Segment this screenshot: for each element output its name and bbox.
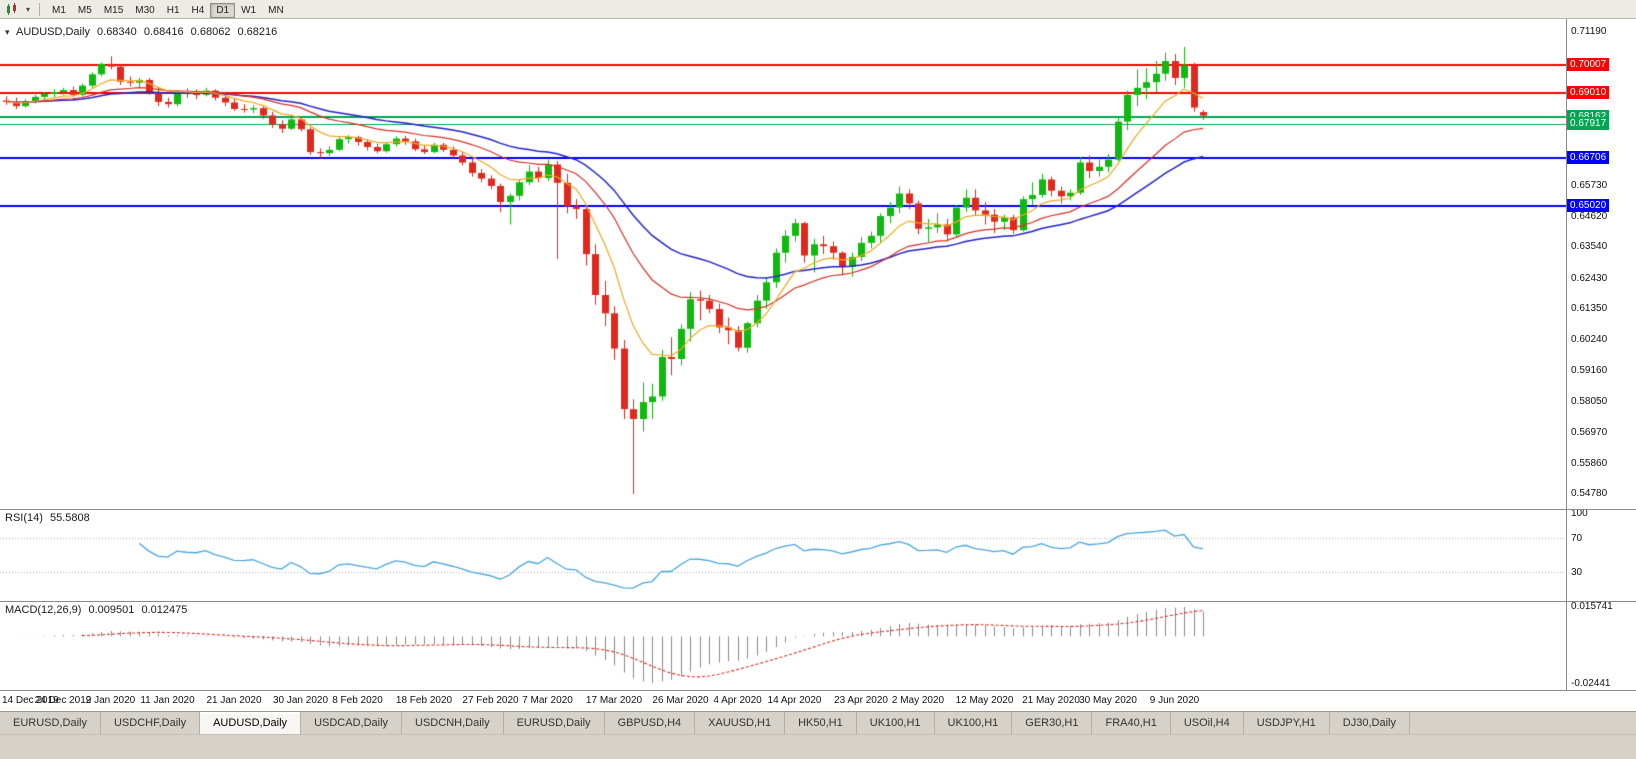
date-tick-label: 7 Mar 2020 [522,695,573,706]
date-tick-label: 9 Jun 2020 [1149,695,1200,706]
timeframe-button-H1[interactable]: H1 [161,3,186,18]
price-tick-label: 0.56970 [1571,427,1608,438]
date-tick-label: 30 Jan 2020 [272,695,329,706]
price-tick-label: 0.71190 [1571,26,1607,37]
price-level-label: 0.69010 [1567,86,1610,99]
ohlc-high: 0.68416 [143,26,184,38]
timeframe-buttons: M1 M5 M15 M30 H1 H4 D1 W1 MN [46,0,290,18]
pane-separator-bottom [0,690,1636,691]
chart-area: 0.71190 0.65730 0.64620 0.63540 0.62430 0.613… [0,19,1636,711]
ohlc-close: 0.68216 [237,26,278,38]
date-tick-label: 2 May 2020 [891,695,945,706]
price-tick-label: 0.59160 [1571,365,1608,376]
chart-type-icon[interactable] [3,2,21,17]
axis-divider [1566,19,1567,691]
date-tick-label: 17 Mar 2020 [585,695,643,706]
price-tick-label: 0.62430 [1571,273,1608,284]
toolbar-separator [39,2,40,16]
date-tick-label: 30 May 2020 [1079,695,1137,706]
date-tick-label: 14 Apr 2020 [767,695,822,706]
price-axis[interactable]: 0.71190 0.65730 0.64620 0.63540 0.62430 0.613… [1567,19,1636,691]
chart-tab-GER30-H1[interactable]: GER30,H1 [1012,712,1093,734]
pane-separator-macd[interactable] [0,601,1636,602]
chart-tab-EURUSD-Daily[interactable]: EURUSD,Daily [0,712,101,734]
date-tick-label: 27 Feb 2020 [462,695,519,706]
candlestick-glyph [7,2,16,15]
timeframe-button-M15[interactable]: M15 [98,3,129,18]
timeframe-button-H4[interactable]: H4 [186,3,211,18]
price-level-label: 0.67917 [1567,117,1610,130]
chart-tab-USOil-H4[interactable]: USOil,H4 [1170,712,1244,734]
price-tick-label: 0.54780 [1571,488,1608,499]
macd-signal-value: 0.012475 [141,604,188,616]
date-tick-label: 26 Mar 2020 [652,695,709,706]
timeframe-button-M1[interactable]: M1 [46,3,72,18]
chart-tab-USDCNH-Daily[interactable]: USDCNH,Daily [402,712,504,734]
ohlc-open: 0.68340 [97,26,137,38]
price-tick-label: 0.60240 [1571,334,1608,345]
rsi-name: RSI(14) [5,512,43,524]
price-tick-label: 0.63540 [1571,241,1608,252]
timeframe-button-D1[interactable]: D1 [210,3,236,18]
chart-type-dropdown-icon[interactable]: ▾ [25,4,30,14]
price-tick-label: 0.61350 [1571,303,1608,314]
pane-separator-rsi[interactable] [0,509,1636,510]
chart-tab-DJ30-Daily[interactable]: DJ30,Daily [1329,712,1410,734]
rsi-tick-label: 100 [1571,508,1588,519]
chart-tab-XAUUSD-H1[interactable]: XAUUSD,H1 [695,712,786,734]
chart-tab-EURUSD-Daily[interactable]: EURUSD,Daily [503,712,605,734]
price-level-label: 0.66706 [1567,151,1610,164]
date-tick-label: 2 Jan 2020 [85,695,136,706]
date-tick-label: 12 May 2020 [955,695,1014,706]
price-chart-canvas[interactable] [0,19,1566,691]
date-tick-label: 21 Jan 2020 [206,695,262,706]
price-tick-label: 0.55860 [1571,458,1608,469]
timeframe-button-MN[interactable]: MN [262,3,290,18]
timeframe-toolbar: ▾ M1 M5 M15 M30 H1 H4 D1 W1 MN [0,0,1636,19]
ohlc-low: 0.68062 [190,26,231,38]
date-tick-label: 4 Apr 2020 [713,695,762,706]
date-tick-label: 18 Feb 2020 [395,695,453,706]
timeframe-button-W1[interactable]: W1 [235,3,262,18]
date-tick-label: 11 Jan 2020 [140,695,195,706]
rsi-tick-label: 30 [1571,567,1583,578]
chart-tab-UK100-H1[interactable]: UK100,H1 [856,712,935,734]
chart-tab-FRA40-H1[interactable]: FRA40,H1 [1092,712,1171,734]
price-level-label: 0.65020 [1567,199,1610,212]
price-tick-label: 0.65730 [1571,180,1608,191]
macd-main-value: 0.009501 [88,604,135,616]
status-strip [0,734,1636,759]
rsi-tick-label: 70 [1571,533,1583,544]
date-tick-label: 23 Apr 2020 [834,695,888,706]
chart-tab-AUDUSD-Daily[interactable]: AUDUSD,Daily [200,712,302,734]
chart-tab-USDCAD-Daily[interactable]: USDCAD,Daily [301,712,403,734]
macd-axis-max-label: 0.015741 [1571,601,1613,612]
timeframe-button-M5[interactable]: M5 [72,3,98,18]
macd-axis-min-label: -0.02441 [1571,678,1611,689]
macd-pane-label: MACD(12,26,9) 0.009501 0.012475 [5,604,191,616]
price-tick-label: 0.58050 [1571,396,1608,407]
price-level-label: 0.70007 [1567,58,1610,71]
macd-name: MACD(12,26,9) [5,604,82,616]
rsi-pane-label: RSI(14) 55.5808 [5,512,94,524]
chart-tab-HK50-H1[interactable]: HK50,H1 [785,712,857,734]
timeframe-button-M30[interactable]: M30 [129,3,160,18]
date-tick-label: 21 May 2020 [1022,695,1080,706]
date-tick-label: 14 Dec 2019 [2,695,59,706]
rsi-value: 55.5808 [49,512,90,524]
symbol-marker-icon: ▾ [5,27,10,37]
chart-tab-GBPUSD-H4[interactable]: GBPUSD,H4 [604,712,696,734]
chart-symbol-label: AUDUSD,Daily [15,26,90,38]
price-tick-label: 0.64620 [1571,211,1608,222]
date-tick-label: 8 Feb 2020 [332,695,383,706]
date-tick-label: 24 Dec 2019 [34,695,92,706]
chart-ohlc-title: ▾ AUDUSD,Daily 0.68340 0.68416 0.68062 0… [5,26,281,38]
chart-tab-bar: EURUSD,Daily USDCHF,Daily AUDUSD,Daily USDC… [0,711,1636,734]
chart-tab-USDJPY-H1[interactable]: USDJPY,H1 [1243,712,1330,734]
chart-tab-USDCHF-Daily[interactable]: USDCHF,Daily [100,712,201,734]
chart-tab-UK100-H1[interactable]: UK100,H1 [934,712,1013,734]
